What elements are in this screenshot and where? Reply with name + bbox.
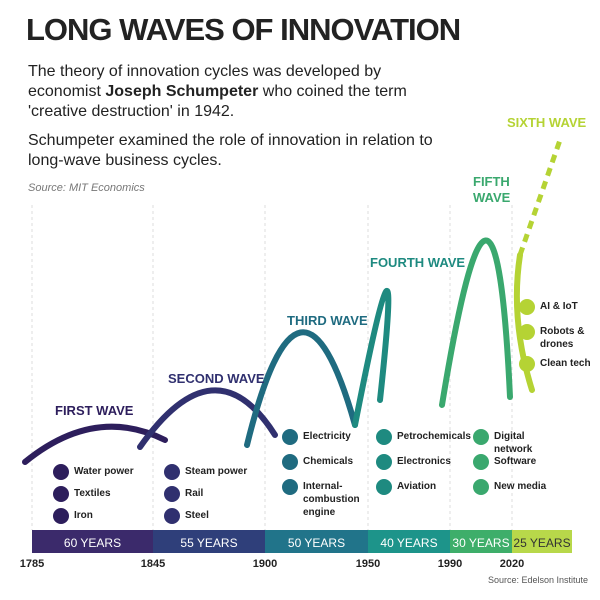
wave-label: SECOND WAVE bbox=[168, 371, 265, 386]
duration-label: 50 YEARS bbox=[287, 536, 346, 550]
wave-arc bbox=[513, 252, 535, 393]
wave-label: FIFTH WAVE bbox=[473, 174, 511, 205]
wave-label: FOURTH WAVE bbox=[370, 255, 466, 270]
duration-bar bbox=[450, 530, 512, 553]
intro: The theory of innovation cycles was deve… bbox=[28, 62, 428, 122]
duration-label: 25 YEARS bbox=[513, 536, 571, 550]
innovation-label: Petrochemicals bbox=[397, 431, 471, 442]
innovation-icon bbox=[376, 479, 392, 495]
innovation-label: Electricity bbox=[303, 431, 351, 442]
innovation-label: Iron bbox=[74, 510, 93, 521]
duration-label: 40 YEARS bbox=[380, 536, 438, 550]
year-label: 1845 bbox=[140, 558, 166, 570]
innovation-label: Steel bbox=[185, 510, 209, 521]
innovation-icon bbox=[164, 508, 180, 524]
intro-text: The theory of innovation cycles was deve… bbox=[28, 63, 382, 100]
wave-label: SIXTH WAVE bbox=[507, 115, 587, 130]
innovation-icon bbox=[473, 429, 489, 445]
innovation-icon bbox=[473, 454, 489, 470]
duration-label: 55 YEARS bbox=[180, 536, 238, 550]
wave-arc-future bbox=[517, 139, 563, 256]
innovation-icon bbox=[473, 479, 489, 495]
duration-bar bbox=[265, 530, 368, 553]
innovation-label: Software bbox=[494, 456, 537, 467]
innovation-label: Aviation bbox=[397, 481, 437, 492]
duration-bar bbox=[368, 530, 450, 553]
innovation-label: Water power bbox=[74, 466, 134, 477]
year-label: 1785 bbox=[19, 558, 45, 570]
duration-label: 30 YEARS bbox=[452, 536, 510, 550]
innovation-icon bbox=[53, 486, 69, 502]
innovation-icon bbox=[164, 464, 180, 480]
year-label: 1950 bbox=[355, 558, 381, 570]
innovation-label: Robots & drones bbox=[540, 326, 585, 350]
intro-text: who coined the term 'creative destructio… bbox=[28, 83, 407, 120]
wave-arc bbox=[352, 287, 392, 428]
intro-name: Joseph Schumpeter bbox=[105, 83, 259, 100]
innovation-label: Rail bbox=[185, 488, 204, 499]
innovation-label: Chemicals bbox=[303, 456, 354, 467]
duration-bar bbox=[512, 530, 572, 553]
title: LONG WAVES OF INNOVATION bbox=[26, 12, 461, 47]
wave-arc bbox=[137, 387, 278, 450]
innovation-icon bbox=[282, 429, 298, 445]
innovation-label: Steam power bbox=[185, 466, 248, 477]
innovation-icon bbox=[53, 464, 69, 480]
footer-source: Source: Edelson Institute bbox=[488, 575, 589, 585]
wave-arc bbox=[439, 237, 513, 408]
year-label: 1990 bbox=[437, 558, 463, 570]
duration-bar bbox=[153, 530, 265, 553]
innovation-label: Internal-combustion engine bbox=[303, 481, 360, 518]
innovation-icon bbox=[376, 429, 392, 445]
wave-label: THIRD WAVE bbox=[287, 313, 368, 328]
innovation-icon bbox=[519, 356, 535, 372]
intro-2: Schumpeter examined the role of innovati… bbox=[28, 132, 433, 169]
innovation-icon bbox=[519, 299, 535, 315]
duration-bar bbox=[32, 530, 153, 553]
innovation-icon bbox=[282, 454, 298, 470]
innovation-label: AI & IoT bbox=[540, 301, 578, 312]
year-label: 1900 bbox=[252, 558, 278, 570]
duration-label: 60 YEARS bbox=[63, 536, 122, 550]
innovation-icon bbox=[282, 479, 298, 495]
innovation-icon bbox=[164, 486, 180, 502]
innovation-label: Digital network bbox=[494, 431, 533, 455]
innovation-label: Textiles bbox=[74, 488, 111, 499]
year-label: 2020 bbox=[499, 558, 525, 570]
innovation-label: Clean tech bbox=[540, 358, 591, 369]
wave-label: FIRST WAVE bbox=[55, 403, 134, 418]
source: Source: MIT Economics bbox=[28, 182, 145, 194]
innovation-icon bbox=[53, 508, 69, 524]
innovation-label: Electronics bbox=[397, 456, 451, 467]
innovation-icon bbox=[519, 324, 535, 340]
innovation-icon bbox=[376, 454, 392, 470]
wave-arc bbox=[244, 329, 358, 448]
innovation-label: New media bbox=[494, 481, 547, 492]
